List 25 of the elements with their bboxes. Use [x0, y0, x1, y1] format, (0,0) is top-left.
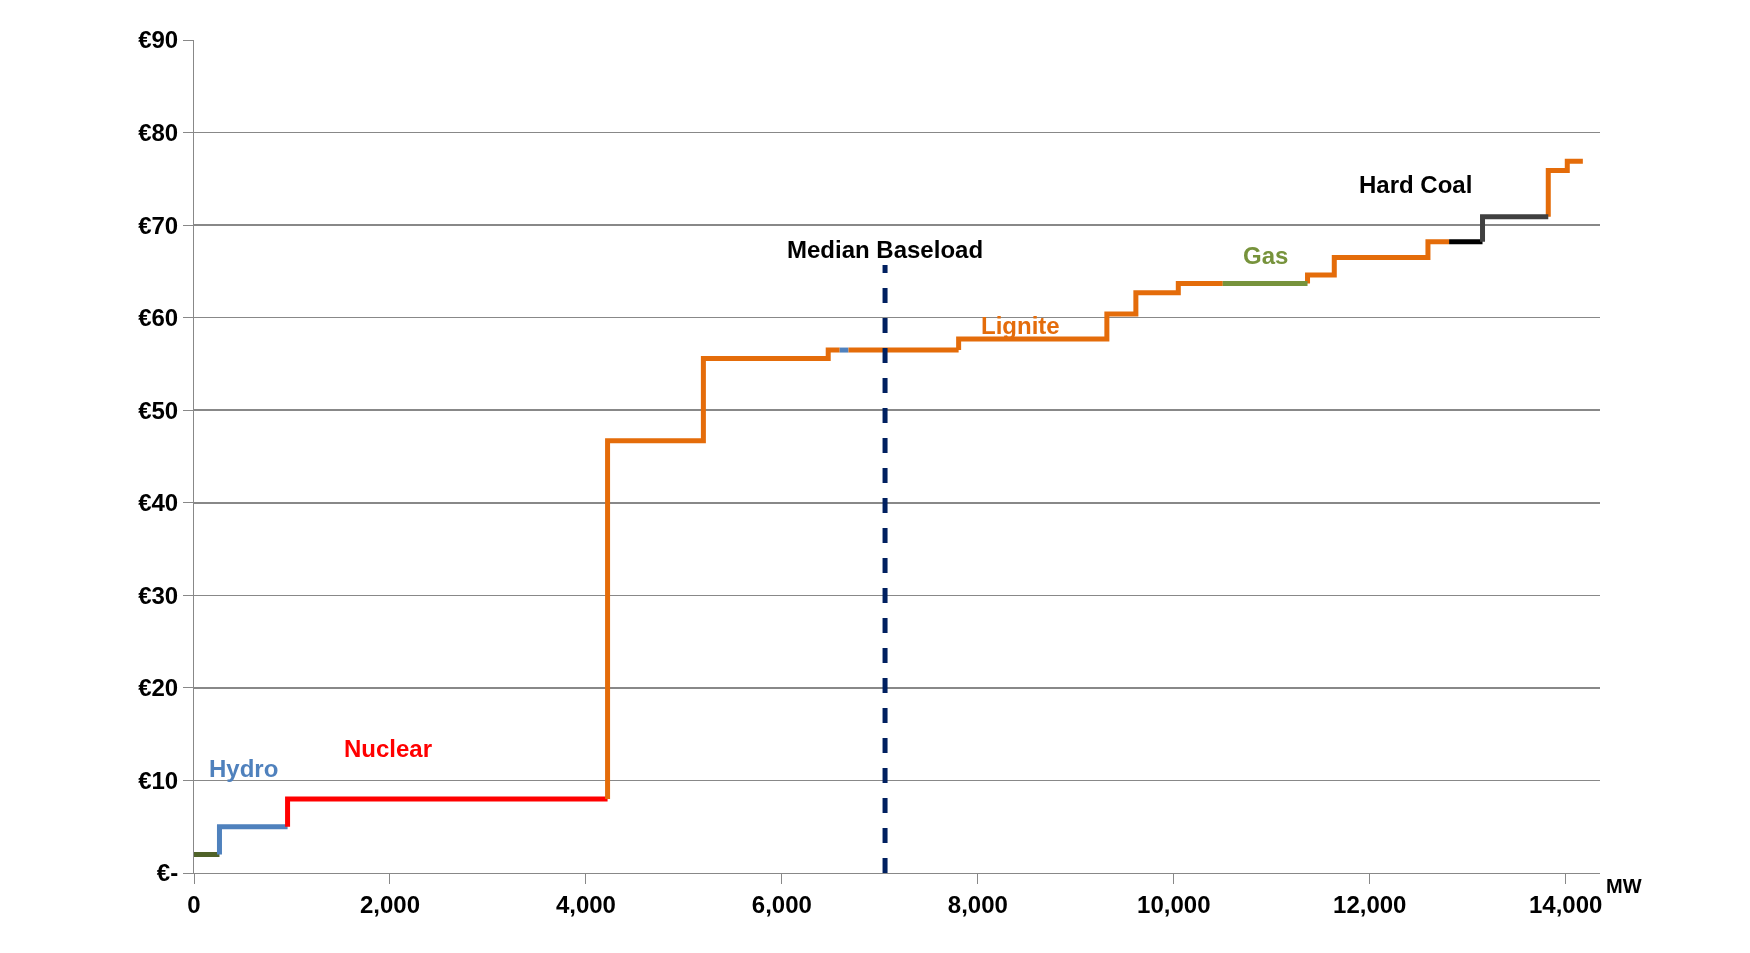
x-tick-label: 10,000 — [1137, 890, 1211, 918]
y-tick-label: €20 — [138, 674, 179, 702]
series-label: Gas — [1243, 242, 1289, 269]
y-tick-label: €10 — [138, 766, 179, 794]
x-tick-label: 0 — [187, 890, 201, 918]
x-tick-label: 4,000 — [555, 890, 616, 918]
x-tick-label: 12,000 — [1333, 890, 1407, 918]
y-tick-label: €40 — [138, 489, 179, 517]
series-label: Lignite — [981, 312, 1060, 339]
y-tick-label: €- — [156, 859, 179, 887]
y-tick-label: €80 — [138, 118, 179, 146]
y-tick-label: €30 — [138, 581, 179, 609]
x-tick-label: 8,000 — [947, 890, 1008, 918]
y-tick-label: €50 — [138, 396, 179, 424]
x-tick-label: 6,000 — [751, 890, 812, 918]
series-label: Nuclear — [344, 735, 433, 762]
y-tick-label: €90 — [138, 26, 179, 54]
x-tick-label: 2,000 — [359, 890, 420, 918]
x-tick-label: 14,000 — [1529, 890, 1603, 918]
y-tick-label: €60 — [138, 304, 179, 332]
ref-line-label: Median Baseload — [787, 236, 984, 263]
y-tick-label: €70 — [138, 211, 179, 239]
x-axis-title: MW — [1606, 875, 1642, 897]
series-label: Hard Coal — [1359, 171, 1473, 198]
series-label: Hydro — [209, 755, 279, 782]
